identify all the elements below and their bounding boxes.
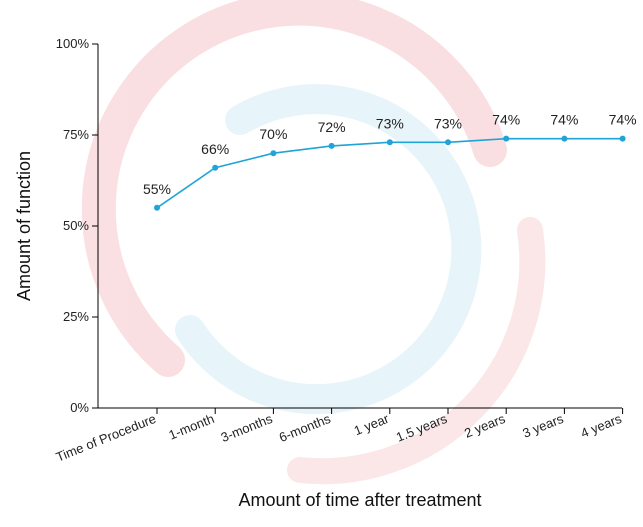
y-axis-ticks: 0% 25% 50% 75% 100% — [56, 36, 98, 415]
y-axis-title: Amount of function — [14, 151, 34, 301]
y-tick-label: 100% — [56, 36, 90, 51]
data-point — [386, 139, 393, 146]
x-axis-title: Amount of time after treatment — [238, 490, 481, 510]
data-point — [445, 139, 451, 146]
y-tick-label: 50% — [63, 218, 89, 233]
data-label: 55% — [143, 181, 171, 197]
x-tick-label: Time of Procedure — [54, 411, 158, 465]
data-point — [154, 204, 160, 211]
data-label: 74% — [492, 112, 520, 128]
watermark-logo — [81, 0, 546, 485]
x-tick-label: 1-month — [166, 411, 216, 443]
x-tick-label: 3 years — [520, 411, 566, 441]
data-label: 74% — [609, 112, 637, 128]
data-label: 74% — [550, 112, 578, 128]
data-labels: 55% 66% 70% 72% 73% 73% 74% 74% 74% — [143, 112, 637, 197]
x-tick-label: 3-months — [219, 411, 275, 445]
data-label: 66% — [201, 141, 229, 157]
y-tick-label: 25% — [63, 309, 89, 324]
data-point — [561, 135, 568, 142]
data-point — [270, 150, 277, 157]
data-point — [503, 135, 510, 142]
data-point — [619, 135, 626, 142]
x-tick-label: 4 years — [579, 411, 625, 441]
data-point — [328, 142, 335, 149]
x-tick-label: 1 year — [352, 411, 392, 439]
data-point — [212, 164, 219, 171]
x-axis-ticks: Time of Procedure 1-month 3-months 6-months… — [54, 408, 624, 465]
data-points — [154, 135, 626, 211]
data-label: 70% — [259, 126, 287, 142]
data-label: 73% — [434, 115, 462, 131]
data-label: 73% — [376, 115, 404, 131]
data-label: 72% — [318, 119, 346, 135]
x-tick-label: 6-months — [277, 411, 333, 445]
y-tick-label: 0% — [70, 400, 89, 415]
y-tick-label: 75% — [63, 127, 89, 142]
